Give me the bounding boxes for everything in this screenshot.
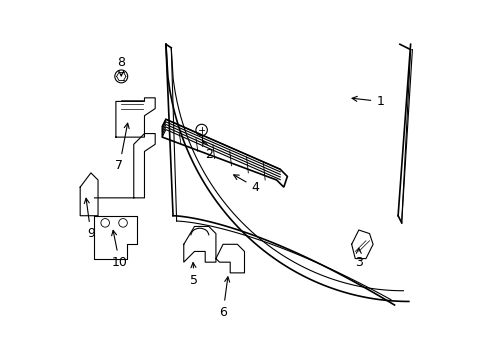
Text: 7: 7 [115, 123, 129, 172]
Text: 10: 10 [111, 230, 127, 269]
Text: 6: 6 [219, 277, 229, 319]
Text: 3: 3 [354, 248, 362, 269]
Text: 1: 1 [351, 95, 384, 108]
Text: 5: 5 [190, 262, 198, 287]
Text: 4: 4 [233, 175, 259, 194]
Text: 2: 2 [202, 141, 212, 162]
Text: 9: 9 [84, 198, 95, 240]
Text: 8: 8 [117, 55, 125, 76]
